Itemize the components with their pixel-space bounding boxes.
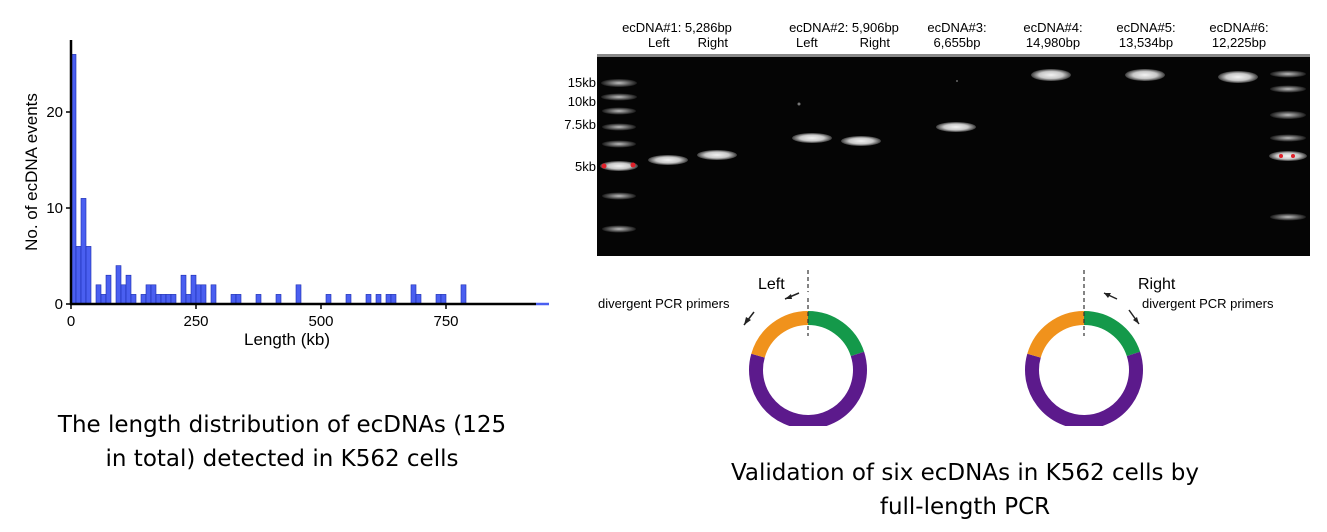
histogram-bar	[185, 294, 192, 305]
x-tick-label: 500	[308, 313, 333, 330]
band-ecdna2-left	[792, 133, 832, 143]
x-tick-label: 250	[183, 313, 208, 330]
y-tick-label: 10	[46, 200, 63, 217]
histogram-bar	[385, 294, 392, 305]
histogram-bar	[140, 294, 147, 305]
histogram-bar	[325, 294, 332, 305]
right-caption-line-2: full-length PCR	[879, 494, 1051, 520]
histogram-bar	[230, 294, 237, 305]
x-tick-label: 750	[433, 313, 458, 330]
histogram-bar	[410, 284, 417, 305]
ecdna-circle-left	[743, 270, 867, 426]
length-histogram: 0 250 500 750 0 10 20 Length (kb) No. of ecDNA…	[22, 40, 549, 349]
histogram-bar	[75, 246, 82, 305]
histogram-bar	[130, 294, 137, 305]
band-ecdna2-right	[841, 136, 881, 146]
histogram-bar	[460, 284, 467, 305]
histogram-bar	[120, 284, 127, 305]
left-caption-line-2: in total) detected in K562 cells	[105, 446, 459, 472]
band-ecdna5	[1125, 69, 1165, 81]
histogram-bar	[365, 294, 372, 305]
marker-label-5kb: 5kb	[575, 159, 596, 174]
histogram-bar	[345, 294, 352, 305]
marker-label-7-5kb: 7.5kb	[564, 117, 596, 132]
ladder-left	[600, 79, 638, 233]
histogram-bar	[210, 284, 217, 305]
green-segment	[807, 311, 865, 357]
y-tick-label: 0	[55, 296, 63, 313]
histogram-bar	[180, 274, 187, 305]
y-axis-label: No. of ecDNA events	[22, 93, 41, 251]
lane-label-ecdna4: ecDNA#4: 14,980bp	[1023, 20, 1083, 50]
band-ecdna6	[1218, 71, 1258, 83]
histogram-bar	[375, 294, 382, 305]
left-caption-line-1: The length distribution of ecDNAs (125	[57, 412, 507, 438]
x-axis-label: Length (kb)	[244, 330, 330, 349]
green-segment	[1083, 311, 1141, 357]
histogram-bar	[435, 294, 442, 305]
histogram-bar	[275, 294, 282, 305]
right-side-label: Right	[1138, 276, 1176, 293]
gel-image	[597, 54, 1310, 256]
histogram-bar	[190, 274, 197, 305]
histogram-bar	[295, 284, 302, 305]
orange-segment	[751, 311, 809, 358]
histogram-bar	[145, 284, 152, 305]
circle-left-arcs	[749, 311, 867, 426]
lane-label-ecdna3: ecDNA#3: 6,655bp	[927, 20, 987, 50]
gel-top-edge	[597, 54, 1310, 57]
marker-label-10kb: 10kb	[567, 94, 596, 109]
histogram-bar	[95, 284, 102, 305]
y-tick-label: 20	[46, 104, 63, 121]
histogram-bar	[155, 294, 162, 305]
band-ecdna1-left	[648, 155, 688, 165]
histogram-bar	[415, 294, 422, 305]
histogram-bar	[160, 294, 167, 305]
histogram-bar	[100, 294, 107, 305]
ecdna-circle-right	[1025, 270, 1143, 426]
histogram-bar	[150, 284, 157, 305]
histogram-bar	[235, 294, 242, 305]
histogram-bar	[170, 294, 177, 305]
histogram-bar	[440, 294, 447, 305]
lane-label-ecdna2: ecDNA#2: 5,906bp Left Right	[789, 20, 899, 50]
ladder-right	[1269, 70, 1307, 221]
histogram-bar	[115, 265, 122, 305]
right-primer-label: divergent PCR primers	[1142, 296, 1274, 311]
histogram-bar	[85, 246, 92, 305]
lane-label-ecdna5: ecDNA#5: 13,534bp	[1116, 20, 1176, 50]
purple-segment	[749, 351, 867, 426]
histogram-bar	[200, 284, 207, 305]
band-ecdna4	[1031, 69, 1071, 81]
lane-label-ecdna6: ecDNA#6: 12,225bp	[1209, 20, 1269, 50]
histogram-bar	[80, 198, 87, 305]
histogram-ticks: 0 250 500 750 0 10 20	[46, 104, 458, 330]
left-primer-label: divergent PCR primers	[598, 296, 730, 311]
orange-segment	[1027, 311, 1085, 358]
circle-right-arcs	[1025, 311, 1143, 426]
histogram-bar	[195, 284, 202, 305]
histogram-bar	[255, 294, 262, 305]
lane-label-ecdna1: ecDNA#1: 5,286bp Left Right	[622, 20, 732, 50]
band-ecdna1-right	[697, 150, 737, 160]
marker-label-15kb: 15kb	[567, 75, 596, 90]
right-caption: Validation of six ecDNAs in K562 cells b…	[700, 456, 1230, 524]
histogram-bar	[105, 274, 112, 305]
histogram-bar	[165, 294, 172, 305]
left-side-label: Left	[758, 276, 785, 293]
band-ecdna3	[936, 122, 976, 132]
histogram-bar	[390, 294, 397, 305]
purple-segment	[1025, 351, 1143, 426]
x-tick-label: 0	[67, 313, 75, 330]
right-caption-line-1: Validation of six ecDNAs in K562 cells b…	[730, 460, 1200, 486]
left-caption: The length distribution of ecDNAs (125 i…	[22, 408, 542, 476]
histogram-bars	[70, 54, 467, 305]
histogram-bar	[125, 274, 132, 305]
